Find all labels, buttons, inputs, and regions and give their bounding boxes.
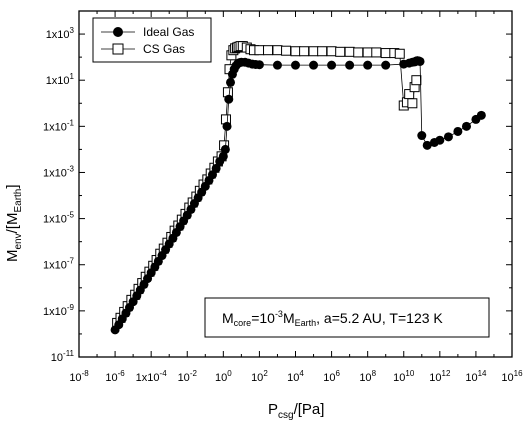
data-point-cs-gas xyxy=(344,46,355,57)
data-point-cs-gas xyxy=(281,45,292,56)
data-point-ideal-gas xyxy=(453,126,463,136)
x-tick-label: 1010 xyxy=(393,369,415,384)
data-point-ideal-gas xyxy=(211,163,221,173)
data-point-cs-gas xyxy=(411,75,422,86)
data-point-ideal-gas xyxy=(254,60,264,70)
data-point-ideal-gas xyxy=(222,121,232,131)
legend-marker-cs-gas xyxy=(112,43,124,55)
legend-label-ideal-gas: Ideal Gas xyxy=(143,25,194,39)
data-point-ideal-gas xyxy=(381,60,391,70)
data-point-cs-gas xyxy=(272,45,283,56)
y-tick-label: 1x10-7 xyxy=(43,257,75,272)
data-point-cs-gas xyxy=(308,46,319,57)
data-point-cs-gas xyxy=(362,47,373,58)
data-point-ideal-gas xyxy=(226,77,236,87)
data-point-cs-gas xyxy=(254,45,265,56)
data-point-ideal-gas xyxy=(309,60,319,70)
x-tick-label: 104 xyxy=(287,369,304,384)
annotation-box xyxy=(204,297,490,338)
x-tick-label: 1x10-4 xyxy=(136,369,168,384)
x-axis: 10-8 10-6 1x10-4 10-2 100 102 104 106 108 1010 101… xyxy=(69,11,523,384)
y-tick-label: 1x101 xyxy=(46,72,75,87)
data-point-cs-gas xyxy=(326,46,337,57)
data-point-ideal-gas xyxy=(435,135,445,145)
legend-marker-ideal-gas xyxy=(113,27,123,37)
data-point-ideal-gas xyxy=(345,60,355,70)
legend: Ideal Gas CS Gas xyxy=(92,17,212,63)
data-point-ideal-gas xyxy=(224,94,234,104)
data-point-cs-gas xyxy=(394,48,405,59)
data-point-cs-gas xyxy=(335,46,346,57)
data-point-cs-gas xyxy=(380,48,391,59)
x-tick-label: 10-8 xyxy=(69,369,89,384)
parameter-annotation: Mcore=10-3MEarth, a=5.2 AU, T=123 K xyxy=(204,297,490,338)
data-point-cs-gas xyxy=(299,46,310,57)
x-axis-title: Pcsg/[Pa] xyxy=(268,401,324,421)
data-point-ideal-gas xyxy=(220,144,230,154)
data-point-cs-gas xyxy=(317,46,328,57)
legend-box xyxy=(92,17,212,63)
x-tick-label: 1012 xyxy=(429,369,451,384)
data-point-ideal-gas xyxy=(363,60,373,70)
x-tick-label: 10-6 xyxy=(105,369,125,384)
y-tick-label: 1x10-3 xyxy=(43,164,75,179)
y-axis: 10-11 1x10-9 1x10-7 1x10-5 1x10-3 1x10-1 1x101… xyxy=(43,10,512,364)
y-tick-label: 1x103 xyxy=(46,26,75,41)
x-tick-label: 106 xyxy=(323,369,340,384)
x-tick-label: 102 xyxy=(251,369,268,384)
data-point-cs-gas xyxy=(290,46,301,57)
series-line-cs-gas xyxy=(116,45,417,324)
data-point-ideal-gas xyxy=(218,151,228,161)
data-point-ideal-gas xyxy=(417,131,427,141)
data-point-ideal-gas xyxy=(443,132,453,142)
data-point-ideal-gas xyxy=(327,60,337,70)
y-tick-label: 10-11 xyxy=(51,349,75,364)
y-tick-label: 1x10-9 xyxy=(43,303,75,318)
x-tick-label: 100 xyxy=(215,369,232,384)
data-point-ideal-gas xyxy=(476,110,486,120)
legend-label-cs-gas: CS Gas xyxy=(143,42,185,56)
x-tick-label: 10-2 xyxy=(178,369,198,384)
data-point-ideal-gas xyxy=(272,60,282,70)
x-tick-label: 1014 xyxy=(465,369,487,384)
data-point-cs-gas xyxy=(371,47,382,58)
data-point-ideal-gas xyxy=(291,60,300,70)
x-tick-label: 1016 xyxy=(501,369,523,384)
data-point-ideal-gas xyxy=(415,56,425,66)
y-tick-label: 1x10-1 xyxy=(43,118,75,133)
data-point-ideal-gas xyxy=(422,140,432,150)
series-line-ideal-gas xyxy=(114,60,482,331)
data-point-cs-gas xyxy=(407,98,418,109)
annotation-text: Mcore=10-3MEarth, a=5.2 AU, T=123 K xyxy=(222,309,443,328)
series-layer xyxy=(110,41,486,335)
y-tick-label: 1x10-5 xyxy=(43,211,75,226)
x-tick-label: 108 xyxy=(359,369,376,384)
data-point-cs-gas xyxy=(353,47,364,58)
data-point-ideal-gas xyxy=(461,121,471,131)
y-axis-title: Menv/[MEarth] xyxy=(4,184,24,262)
data-point-cs-gas xyxy=(263,45,274,56)
